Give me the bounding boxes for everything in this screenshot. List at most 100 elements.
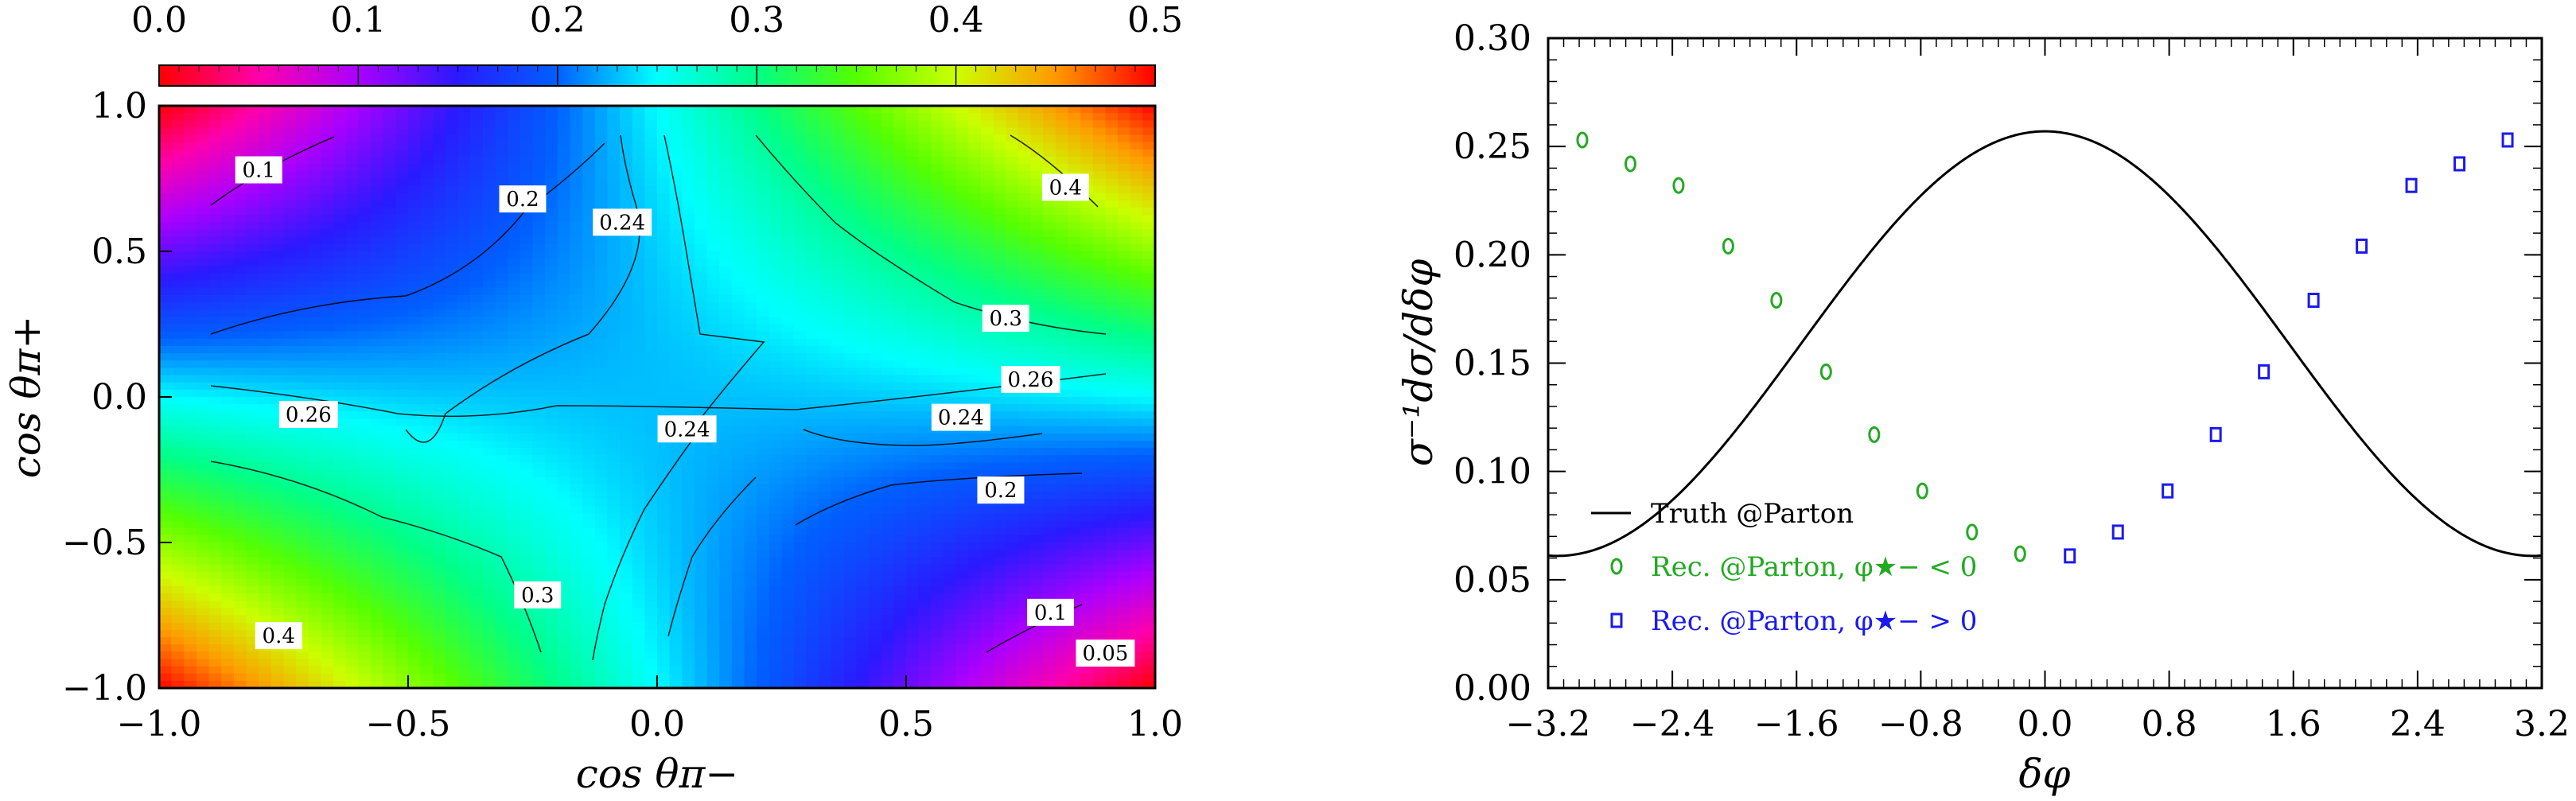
heatmap-cell xyxy=(333,360,347,368)
heatmap-cell xyxy=(495,520,508,529)
heatmap-cell xyxy=(719,397,733,405)
heatmap-cell xyxy=(208,280,222,289)
heatmap-cell xyxy=(781,331,795,340)
heatmap-cell xyxy=(321,426,334,434)
heatmap-cell xyxy=(557,418,571,427)
heatmap-cell xyxy=(221,636,235,645)
heatmap-cell xyxy=(519,426,534,434)
heatmap-cell xyxy=(570,236,583,245)
heatmap-cell xyxy=(184,476,197,485)
heatmap-cell xyxy=(408,345,422,354)
heatmap-cell xyxy=(358,404,372,412)
heatmap-cell xyxy=(196,259,210,266)
heatmap-cell xyxy=(706,200,720,208)
heatmap-cell xyxy=(482,550,496,558)
heatmap-cell xyxy=(893,571,907,580)
heatmap-cell xyxy=(607,571,621,580)
heatmap-cell xyxy=(869,375,882,383)
heatmap-cell xyxy=(881,192,894,201)
heatmap-cell xyxy=(545,440,558,449)
heatmap-cell xyxy=(408,149,422,157)
heatmap-cell xyxy=(644,157,658,165)
heatmap-cell xyxy=(719,666,733,675)
heatmap-cell xyxy=(669,542,683,550)
heatmap-cell xyxy=(171,673,185,682)
heatmap-cell xyxy=(570,462,583,471)
heatmap-cell xyxy=(246,462,259,471)
heatmap-cell xyxy=(495,164,508,172)
heatmap-cell xyxy=(159,513,173,522)
heatmap-cell xyxy=(682,673,695,682)
heatmap-cell xyxy=(757,157,770,165)
heatmap-cell xyxy=(371,578,384,587)
heatmap-cell xyxy=(893,440,907,449)
heatmap-cell xyxy=(706,491,720,500)
heatmap-cell xyxy=(794,499,807,507)
heatmap-cell xyxy=(171,491,185,500)
heatmap-cell xyxy=(358,484,372,492)
heatmap-cell xyxy=(159,527,173,536)
heatmap-cell xyxy=(819,375,832,383)
heatmap-cell xyxy=(433,120,446,129)
heatmap-cell xyxy=(519,178,534,187)
heatmap-cell xyxy=(582,571,596,580)
heatmap-cell xyxy=(296,164,309,172)
heatmap-cell xyxy=(819,622,832,631)
heatmap-cell xyxy=(893,127,907,136)
heatmap-cell xyxy=(221,513,235,522)
heatmap-cell xyxy=(794,564,807,573)
heatmap-cell xyxy=(184,680,197,688)
heatmap-cell xyxy=(184,251,197,259)
heatmap-cell xyxy=(383,106,396,114)
heatmap-cell xyxy=(345,157,359,165)
heatmap-cell xyxy=(644,418,658,427)
heatmap-cell xyxy=(470,448,484,456)
heatmap-cell xyxy=(806,680,820,688)
heatmap-cell xyxy=(706,259,720,266)
heatmap-cell xyxy=(532,520,546,529)
heatmap-cell xyxy=(259,520,272,529)
heatmap-cell xyxy=(831,317,845,325)
heatmap-cell xyxy=(806,550,820,558)
heatmap-cell xyxy=(333,171,347,180)
heatmap-cell xyxy=(184,622,197,631)
heatmap-cell xyxy=(246,578,259,587)
heatmap-cell xyxy=(806,585,820,594)
heatmap-cell xyxy=(408,200,422,208)
heatmap-cell xyxy=(856,192,870,201)
heatmap-cell xyxy=(259,411,272,420)
heatmap-cell xyxy=(371,120,384,129)
heatmap-cell xyxy=(308,557,322,566)
heatmap-cell xyxy=(371,280,384,289)
heatmap-cell xyxy=(321,673,334,682)
heatmap-cell xyxy=(869,455,882,463)
heatmap-cell xyxy=(819,113,832,121)
heatmap-cell xyxy=(757,535,770,543)
heatmap-cell xyxy=(819,149,832,157)
heatmap-cell xyxy=(806,513,820,522)
heatmap-cell xyxy=(482,680,496,688)
heatmap-cell xyxy=(806,294,820,303)
heatmap-cell xyxy=(632,200,645,208)
heatmap-cell xyxy=(607,433,621,441)
heatmap-cell xyxy=(196,535,210,543)
heatmap-cell xyxy=(731,542,745,550)
heatmap-cell xyxy=(196,215,210,223)
heatmap-cell xyxy=(159,615,173,624)
heatmap-cell xyxy=(582,469,596,478)
heatmap-cell xyxy=(594,491,608,500)
heatmap-cell xyxy=(184,331,197,340)
heatmap-cell xyxy=(457,259,471,266)
heatmap-cell xyxy=(519,571,534,580)
heatmap-cell xyxy=(831,185,845,194)
heatmap-cell xyxy=(806,593,820,601)
heatmap-cell xyxy=(184,338,197,347)
heatmap-cell xyxy=(582,484,596,492)
heatmap-cell xyxy=(719,367,733,376)
heatmap-cell xyxy=(781,317,795,325)
heatmap-cell xyxy=(470,127,484,136)
heatmap-cell xyxy=(644,578,658,587)
heatmap-cell xyxy=(345,302,359,310)
heatmap-cell xyxy=(221,550,235,558)
heatmap-cell xyxy=(757,527,770,536)
